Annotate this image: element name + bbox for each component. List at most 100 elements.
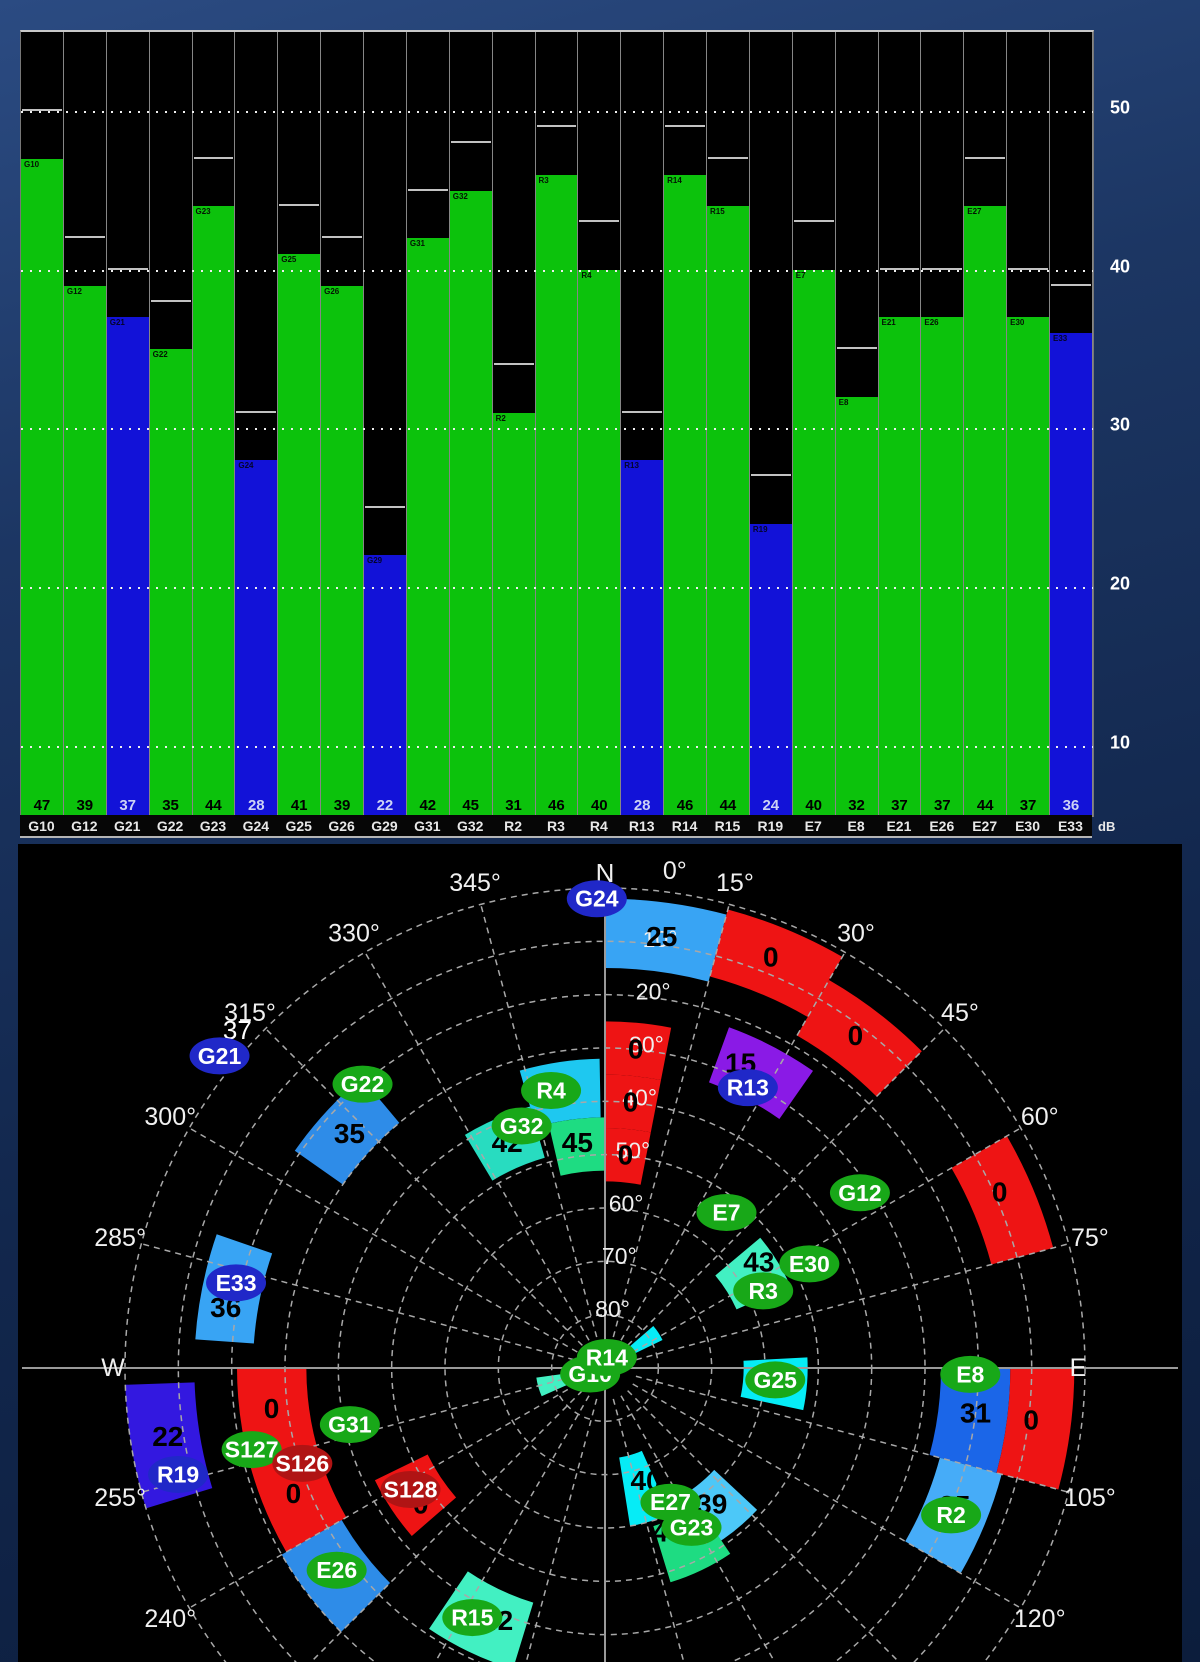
bar-fill: G32 45 [449, 190, 492, 817]
sky-plot-panel: 10°20°30°40°50°60°70°80°2500150003945423… [0, 838, 1200, 1662]
elevation-label-40: 40° [622, 1085, 657, 1111]
azimuth-radial-15 [612, 904, 730, 1338]
azimuth-radial-285 [141, 1243, 575, 1361]
satellite-marker-label-G23: G23 [670, 1514, 713, 1540]
sky-sector-value-14: 0 [286, 1478, 302, 1509]
satellite-marker-G23 [661, 1508, 722, 1546]
bar-column-G12: G12 39 [63, 32, 107, 817]
bar-satellite-id-small: E8 [838, 397, 849, 407]
bar-peak-marker [236, 410, 277, 413]
satellite-marker-G31 [319, 1406, 380, 1444]
satellite-marker-label-G31: G31 [328, 1412, 372, 1438]
azimuth-radial-30 [620, 951, 846, 1341]
bar-y-axis: dB 50 40 30 20 10 [1096, 30, 1180, 838]
sky-sector-value-12: 22 [152, 1421, 183, 1452]
bar-column-E26: E26 37 [921, 32, 965, 817]
bar-column-G23: G23 44 [192, 32, 236, 817]
bar-fill: R2 31 [492, 412, 535, 817]
bar-peak-marker [150, 299, 191, 302]
x-axis-label-E33: E33 [1057, 817, 1083, 834]
x-axis-label-E30: E30 [1015, 817, 1041, 834]
bar-fill: G10 47 [21, 158, 63, 817]
bar-column-E21: E21 37 [878, 32, 922, 817]
sky-sector-0 [605, 898, 727, 982]
bar-value: 44 [976, 797, 994, 814]
x-axis-label-E8: E8 [847, 817, 865, 834]
azimuth-label-45: 45° [941, 999, 979, 1027]
satellite-marker-label-R2: R2 [936, 1502, 965, 1528]
azimuth-label-120: 120° [1014, 1605, 1066, 1633]
sky-sector-5 [605, 1074, 661, 1133]
bar-fill: E30 37 [1007, 317, 1049, 817]
y-axis-tick-30: 30 [1110, 414, 1131, 435]
bar-value: 39 [333, 797, 351, 814]
azimuth-radial-210 [434, 1395, 590, 1662]
bar-peak-marker [1008, 267, 1048, 270]
sky-sector-24 [951, 1136, 1054, 1265]
sky-sector-28 [625, 1326, 663, 1357]
satellite-marker-label-R13: R13 [727, 1075, 769, 1101]
satellite-marker-R3 [733, 1272, 794, 1310]
bar-satellite-id-small: R4 [581, 270, 592, 280]
x-axis-label-E26: E26 [929, 817, 955, 834]
x-axis-label-R19: R19 [757, 817, 784, 834]
azimuth-label-15: 15° [716, 869, 754, 897]
sky-sector-value-22: 31 [960, 1397, 991, 1428]
bar-satellite-id-small: G29 [367, 556, 383, 566]
sky-sector-value-2: 0 [848, 1020, 864, 1051]
azimuth-radial-315 [265, 1028, 583, 1346]
bar-value: 35 [162, 797, 179, 814]
x-axis-label-G12: G12 [71, 817, 98, 834]
satellite-marker-label-G32: G32 [500, 1113, 543, 1139]
satellite-marker-G32 [491, 1107, 552, 1145]
azimuth-label-315: 315° [224, 999, 276, 1027]
azimuth-label-345: 345° [449, 869, 501, 897]
bar-fill: G23 44 [192, 206, 235, 817]
satellite-marker-label-R15: R15 [451, 1605, 493, 1631]
bar-value: 46 [676, 797, 694, 814]
satellite-marker-label-S127: S127 [225, 1437, 279, 1463]
bar-column-G25: G25 41 [278, 32, 322, 817]
satellite-marker-label-E8: E8 [956, 1361, 984, 1387]
bar-fill: G25 41 [278, 254, 321, 817]
bar-satellite-id-small: G10 [24, 159, 40, 169]
satellite-marker-S128 [380, 1471, 441, 1509]
bar-value: 32 [848, 797, 865, 814]
bar-column-R4: R4 40 [578, 32, 622, 817]
azimuth-radial-135 [627, 1390, 901, 1662]
azimuth-radial-195 [525, 1398, 598, 1662]
bar-satellite-id-small: G24 [238, 461, 254, 471]
elevation-label-30: 30° [629, 1032, 664, 1058]
azimuth-radial-75 [635, 1243, 1069, 1361]
satellite-marker-R2 [921, 1496, 982, 1534]
bar-value: 37 [891, 797, 908, 814]
satellite-marker-label-R19: R19 [157, 1461, 199, 1487]
satellite-marker-label-E26: E26 [316, 1557, 357, 1583]
azimuth-label-60: 60° [1021, 1103, 1059, 1131]
bar-value: 41 [290, 797, 308, 814]
bar-column-G29: G29 22 [364, 32, 407, 817]
x-axis-label-R2: R2 [504, 817, 523, 834]
bar-satellite-id-small: E27 [967, 207, 982, 217]
bar-satellite-id-small: R19 [752, 524, 768, 534]
satellite-marker-label-R3: R3 [748, 1278, 777, 1304]
bar-peak-marker [322, 236, 362, 239]
sky-sector-value-10: 35 [334, 1118, 365, 1149]
bar-peak-marker [879, 267, 920, 270]
satellite-marker-E30 [779, 1245, 840, 1283]
satellite-marker-label-G22: G22 [341, 1071, 384, 1097]
satellite-marker-R19 [148, 1455, 209, 1493]
bar-fill: R4 40 [578, 269, 621, 817]
bar-fill: E27 44 [964, 206, 1007, 817]
bar-satellite-id-small: G32 [452, 191, 468, 201]
satellite-marker-G22 [332, 1065, 393, 1103]
satellite-marker-label-R14: R14 [586, 1344, 628, 1370]
sky-sector-value-6: 0 [618, 1140, 634, 1171]
bar-peak-marker [22, 109, 62, 112]
bar-value: 47 [33, 797, 51, 814]
satellite-marker-E8 [940, 1355, 1001, 1393]
satellite-marker-S127 [221, 1431, 282, 1469]
bar-peak-marker [708, 156, 748, 159]
satellite-marker-label-G21: G21 [198, 1043, 242, 1069]
